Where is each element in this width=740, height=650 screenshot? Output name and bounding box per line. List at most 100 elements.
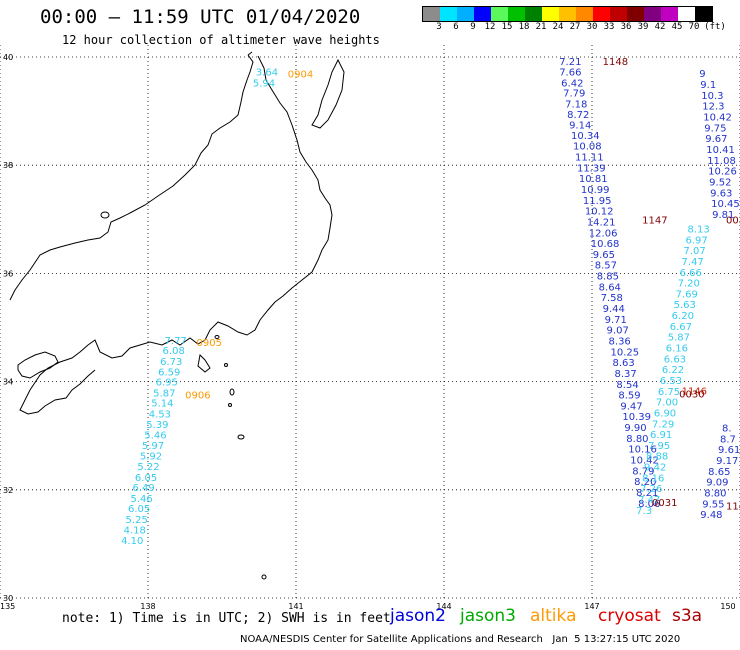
swh-value: 10.25 [611,347,640,358]
swh-value: 7.20 [678,279,700,290]
colorbar-swatch [695,7,712,21]
longitude-label: 147 [584,602,599,611]
colorbar-swatch [440,7,457,21]
swh-value: 9.14 [569,121,591,132]
swh-value: 4.10 [121,536,143,547]
colorbar-label: (ft) [704,22,726,32]
swh-value: 8.57 [595,261,617,272]
swh-value: 10.45 [711,199,740,210]
page-title: 00:00 – 11:59 UTC 01/04/2020 [40,6,361,28]
swh-value: 9.55 [702,499,724,510]
colorbar-label: 3 [436,22,442,32]
swh-value: 7.00 [656,398,678,409]
satellite-legend-cryosat: cryosat [598,606,661,626]
swh-value: 7.66 [559,68,581,79]
time-tag: 1148 [603,57,628,68]
colorbar-label: 6 [453,22,459,32]
swh-value: 10.3 [701,91,723,102]
swh-value: 8.64 [599,282,621,293]
time-tag: 0905 [197,338,222,349]
longitude-label: 144 [436,602,451,611]
swh-value: 8.85 [597,272,619,283]
wave-height-tracks: 3.645.94 0904 7.776.086.736.596.95 0905 5.87… [121,57,740,547]
swh-value: 9.63 [710,188,732,199]
latitude-label: 32 [3,486,13,495]
colorbar-swatch [678,7,695,21]
time-tag: 1146 [682,386,707,397]
satellite-legend-jason2: jason2 [390,606,446,626]
swh-value: 9.81 [712,210,734,221]
swh-value: 6.73 [160,357,182,368]
swh-value: 7.18 [565,100,587,111]
swh-value: 10.16 [628,445,657,456]
colorbar-label: 70 [688,22,700,32]
latitude-label: 30 [3,594,13,603]
colorbar-label: 39 [637,22,649,32]
swh-value: 8.80 [626,434,648,445]
swh-value: 10.42 [630,456,659,467]
swh-value: 11.11 [575,153,604,164]
swh-value: 10.68 [591,239,620,250]
colorbar-label: 36 [620,22,632,32]
colorbar-label: 21 [535,22,547,32]
credit-text: NOAA/NESDIS Center for Satellite Applica… [240,634,681,645]
swh-value: 10.99 [581,185,610,196]
time-tag: 0030 [679,390,704,401]
swh-value: 3.64 [256,68,278,79]
colorbar-swatch [423,7,440,21]
colorbar-label: 30 [586,22,598,32]
swh-value: 5.46 [144,431,166,442]
swh-colorbar [422,6,713,22]
swh-value: 8.21 [636,488,658,499]
swh-value: 7.95 [648,441,670,452]
swh-value: 8.79 [632,466,654,477]
swh-value: 8.13 [687,224,709,235]
swh-value: 9.07 [607,326,629,337]
colorbar-swatch [457,7,474,21]
swh-value: 12.3 [702,102,724,113]
swh-value: 5.39 [146,420,168,431]
swh-value: 11.08 [707,156,736,167]
colorbar-label: 27 [569,22,581,32]
swh-value: 6.66 [680,268,702,279]
time-tag: 0906 [185,390,210,401]
swh-value: 9.09 [706,478,728,489]
satellite-legend-jason3: jason3 [460,606,516,626]
swh-value: 5.97 [142,441,164,452]
colorbar-label: 45 [671,22,683,32]
swh-value: 8.7 [720,434,736,445]
longitude-label: 150 [720,602,735,611]
swh-value: 11.39 [577,163,606,174]
latitude-label: 36 [3,269,13,278]
swh-value: 7.79 [563,89,585,100]
swh-value: 9.48 [700,510,722,521]
time-tag: 0031 [652,498,677,509]
swh-value: 8.80 [704,489,726,500]
colorbar-swatch [576,7,593,21]
longitude-label: 138 [140,602,155,611]
swh-value: 10.81 [579,174,608,185]
colorbar-swatch [525,7,542,21]
swh-value: 9.47 [620,401,642,412]
swh-value: 6.75 [658,387,680,398]
swh-value: 6.91 [650,430,672,441]
swh-value: 5.25 [126,515,148,526]
swh-value: 6.16 [666,344,688,355]
time-tag: 1147 [642,215,667,226]
swh-value: 9.75 [704,123,726,134]
swh-value: 5.94 [253,78,275,89]
swh-value: 8. [722,424,732,435]
coastline [9,51,345,580]
colorbar-swatch [559,7,576,21]
swh-value: 9.17 [716,456,738,467]
time-tag: 0904 [288,70,313,81]
swh-value: 6.42 [561,78,583,89]
colorbar-swatch [593,7,610,21]
swh-value: 9 [699,69,705,80]
colorbar-label: 15 [501,22,513,32]
swh-value: 6.08 [163,346,185,357]
swh-value: 8.72 [567,110,589,121]
swh-value: 8.37 [614,369,636,380]
satellite-legend-s3a: s3a [672,606,703,626]
